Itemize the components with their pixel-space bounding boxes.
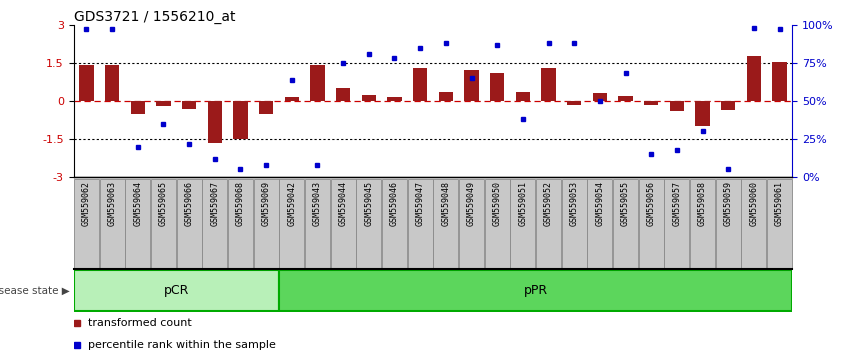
Bar bbox=[567, 101, 581, 105]
Text: GSM559064: GSM559064 bbox=[133, 181, 142, 226]
FancyBboxPatch shape bbox=[74, 179, 99, 268]
Text: GSM559043: GSM559043 bbox=[313, 181, 322, 226]
Text: GSM559054: GSM559054 bbox=[595, 181, 604, 226]
Text: GSM559047: GSM559047 bbox=[416, 181, 424, 226]
FancyBboxPatch shape bbox=[741, 179, 766, 268]
Text: GSM559053: GSM559053 bbox=[570, 181, 578, 226]
FancyBboxPatch shape bbox=[126, 179, 150, 268]
FancyBboxPatch shape bbox=[254, 179, 279, 268]
Bar bbox=[310, 65, 325, 101]
Text: GSM559052: GSM559052 bbox=[544, 181, 553, 226]
Text: GSM559049: GSM559049 bbox=[467, 181, 476, 226]
Text: GSM559048: GSM559048 bbox=[442, 181, 450, 226]
FancyBboxPatch shape bbox=[280, 179, 304, 268]
Text: percentile rank within the sample: percentile rank within the sample bbox=[88, 339, 276, 350]
Bar bbox=[413, 68, 427, 101]
FancyBboxPatch shape bbox=[305, 179, 330, 268]
FancyBboxPatch shape bbox=[151, 179, 176, 268]
Bar bbox=[772, 62, 786, 101]
FancyBboxPatch shape bbox=[536, 179, 561, 268]
FancyBboxPatch shape bbox=[639, 179, 663, 268]
Bar bbox=[182, 101, 197, 108]
FancyBboxPatch shape bbox=[331, 179, 356, 268]
Bar bbox=[285, 97, 299, 101]
Bar bbox=[387, 97, 402, 101]
FancyBboxPatch shape bbox=[382, 179, 407, 268]
Bar bbox=[336, 88, 350, 101]
FancyBboxPatch shape bbox=[433, 179, 458, 268]
Bar bbox=[541, 68, 556, 101]
FancyBboxPatch shape bbox=[408, 179, 433, 268]
Bar bbox=[234, 101, 248, 139]
Bar bbox=[259, 101, 273, 114]
FancyBboxPatch shape bbox=[587, 179, 612, 268]
FancyBboxPatch shape bbox=[357, 179, 381, 268]
Text: GSM559068: GSM559068 bbox=[236, 181, 245, 226]
Text: GSM559056: GSM559056 bbox=[647, 181, 656, 226]
Text: GSM559063: GSM559063 bbox=[107, 181, 117, 226]
Bar bbox=[439, 92, 453, 101]
Bar bbox=[80, 65, 94, 101]
Text: GDS3721 / 1556210_at: GDS3721 / 1556210_at bbox=[74, 10, 235, 24]
Bar bbox=[746, 57, 761, 101]
Bar bbox=[618, 96, 632, 101]
FancyBboxPatch shape bbox=[228, 179, 253, 268]
Text: GSM559055: GSM559055 bbox=[621, 181, 630, 226]
Bar bbox=[105, 65, 120, 101]
Bar bbox=[157, 101, 171, 106]
Text: GSM559057: GSM559057 bbox=[672, 181, 682, 226]
Text: GSM559044: GSM559044 bbox=[339, 181, 347, 226]
Text: transformed count: transformed count bbox=[88, 318, 191, 329]
Bar bbox=[464, 70, 479, 101]
Text: GSM559051: GSM559051 bbox=[519, 181, 527, 226]
FancyBboxPatch shape bbox=[459, 179, 484, 268]
Text: GSM559066: GSM559066 bbox=[184, 181, 194, 226]
Text: GSM559058: GSM559058 bbox=[698, 181, 707, 226]
Bar bbox=[669, 101, 684, 111]
Bar bbox=[644, 101, 658, 105]
FancyBboxPatch shape bbox=[664, 179, 689, 268]
Text: pPR: pPR bbox=[524, 284, 548, 297]
Bar bbox=[131, 101, 145, 114]
Bar bbox=[490, 73, 504, 101]
FancyBboxPatch shape bbox=[562, 179, 586, 268]
FancyBboxPatch shape bbox=[279, 270, 792, 311]
Text: disease state ▶: disease state ▶ bbox=[0, 285, 69, 295]
FancyBboxPatch shape bbox=[177, 179, 202, 268]
Text: GSM559050: GSM559050 bbox=[493, 181, 501, 226]
Bar bbox=[362, 95, 376, 101]
FancyBboxPatch shape bbox=[716, 179, 740, 268]
Text: GSM559059: GSM559059 bbox=[724, 181, 733, 226]
FancyBboxPatch shape bbox=[74, 270, 279, 311]
Text: pCR: pCR bbox=[164, 284, 189, 297]
FancyBboxPatch shape bbox=[100, 179, 125, 268]
Text: GSM559065: GSM559065 bbox=[159, 181, 168, 226]
Bar bbox=[695, 101, 709, 126]
FancyBboxPatch shape bbox=[613, 179, 638, 268]
Bar bbox=[516, 92, 530, 101]
Text: GSM559045: GSM559045 bbox=[365, 181, 373, 226]
FancyBboxPatch shape bbox=[203, 179, 227, 268]
Bar bbox=[593, 93, 607, 101]
Text: GSM559062: GSM559062 bbox=[82, 181, 91, 226]
Text: GSM559046: GSM559046 bbox=[390, 181, 399, 226]
Bar bbox=[208, 101, 222, 143]
Text: GSM559067: GSM559067 bbox=[210, 181, 219, 226]
Bar bbox=[721, 101, 735, 110]
Text: GSM559042: GSM559042 bbox=[288, 181, 296, 226]
Text: GSM559069: GSM559069 bbox=[262, 181, 271, 226]
FancyBboxPatch shape bbox=[510, 179, 535, 268]
Text: GSM559061: GSM559061 bbox=[775, 181, 784, 226]
Text: GSM559060: GSM559060 bbox=[749, 181, 759, 226]
FancyBboxPatch shape bbox=[485, 179, 509, 268]
FancyBboxPatch shape bbox=[690, 179, 715, 268]
FancyBboxPatch shape bbox=[767, 179, 792, 268]
